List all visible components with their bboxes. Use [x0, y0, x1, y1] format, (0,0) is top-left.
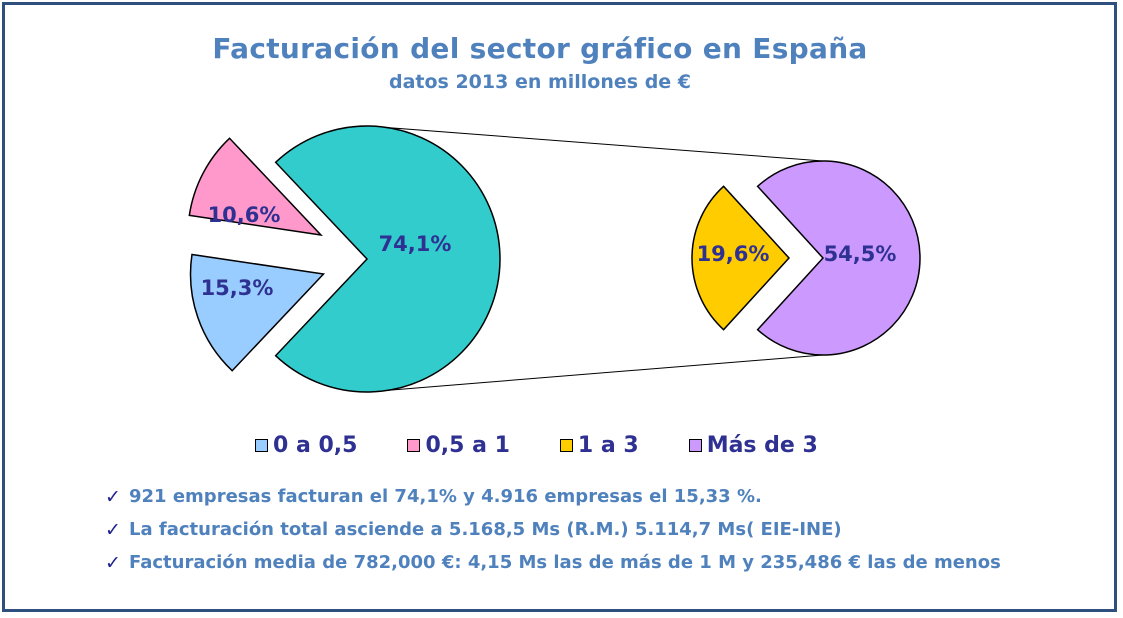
connector-line-bottom [366, 354, 824, 393]
note-item: ✓ Facturación media de 782,000 €: 4,15 Ms… [105, 546, 1001, 579]
data-label-74-1: 74,1% [379, 232, 452, 256]
legend-label: 0,5 a 1 [425, 432, 510, 458]
pie-slice-10-6 [188, 137, 323, 237]
pie-slice-15-3 [189, 253, 326, 372]
data-label-10-6: 10,6% [208, 203, 281, 227]
data-label-54-5: 54,5% [824, 242, 897, 266]
legend-swatch [255, 438, 268, 452]
checkmark-icon: ✓ [105, 551, 121, 574]
data-label-15-3: 15,3% [201, 276, 274, 300]
legend-swatch [688, 438, 702, 452]
legend-item-m-s-de-3: Más de 3 [688, 432, 818, 458]
chart-title: Facturación del sector gráfico en España [212, 32, 868, 65]
note-text: Facturación media de 782,000 €: 4,15 Ms … [129, 552, 1001, 573]
checkmark-icon: ✓ [105, 518, 121, 541]
chart-subtitle: datos 2013 en millones de € [388, 71, 692, 93]
legend-swatch [559, 438, 573, 452]
note-item: ✓ 921 empresas facturan el 74,1% y 4.916 … [105, 480, 1001, 513]
legend-swatch [407, 438, 421, 452]
legend-label: Más de 3 [706, 432, 818, 458]
breakdown-slice-54-5 [756, 160, 921, 356]
chart-legend: 0 a 0,5 0,5 a 1 1 a 3 Más de 3 [255, 430, 868, 460]
note-text: 921 empresas facturan el 74,1% y 4.916 e… [129, 486, 762, 507]
note-item: ✓ La facturación total asciende a 5.168,5… [105, 513, 1001, 546]
checkmark-icon: ✓ [105, 485, 121, 508]
pie-slice-74-1 [274, 125, 501, 393]
legend-label: 0 a 0,5 [273, 432, 358, 458]
legend-item-0-5-a-1: 0,5 a 1 [407, 432, 510, 458]
connector-line-top [366, 125, 824, 162]
notes-list: ✓ 921 empresas facturan el 74,1% y 4.916 … [105, 480, 1001, 579]
breakdown-slice-19-6 [691, 185, 791, 331]
legend-label: 1 a 3 [577, 432, 639, 458]
note-text: La facturación total asciende a 5.168,5 … [129, 519, 842, 540]
legend-item-1-a-3: 1 a 3 [559, 432, 639, 458]
data-label-19-6: 19,6% [697, 242, 770, 266]
legend-item-0-a-0-5: 0 a 0,5 [255, 433, 357, 458]
